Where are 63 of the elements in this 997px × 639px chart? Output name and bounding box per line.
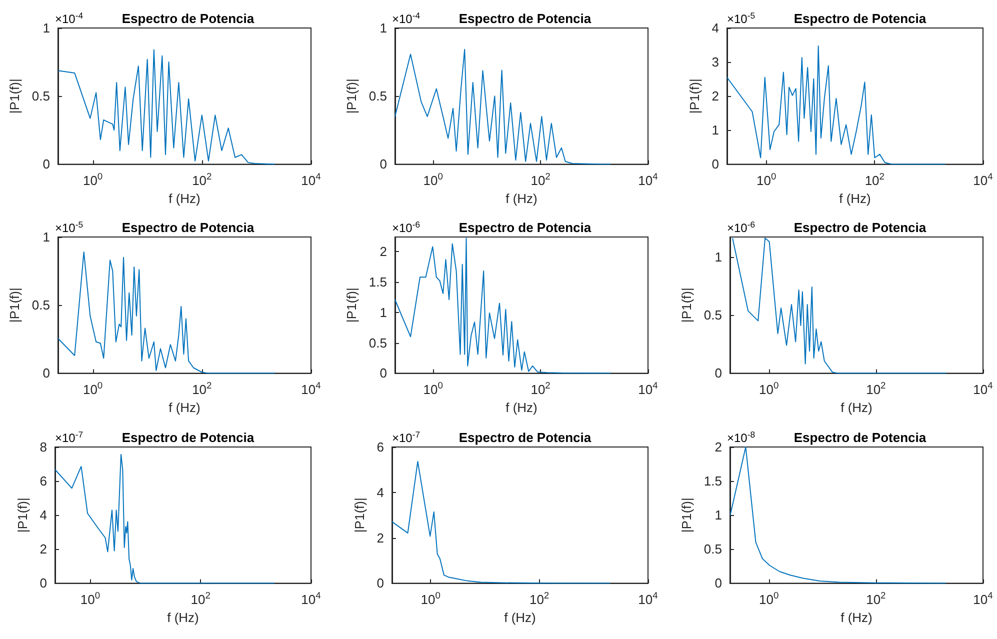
x-axis-title: f (Hz): [506, 191, 538, 206]
y-tick-label: 1: [380, 20, 387, 36]
y-tick-label: 1: [380, 304, 387, 320]
y-tick-label: 1: [712, 122, 719, 138]
y-tick-label: 4: [376, 484, 384, 500]
x-axis-title: f (Hz): [168, 400, 200, 415]
y-axis-title: |P1(f)|: [344, 78, 359, 114]
chart-title: Espectro de Potencia: [794, 220, 927, 235]
chart-title: Espectro de Potencia: [794, 11, 927, 26]
x-axis-title: f (Hz): [506, 400, 538, 415]
x-axis-title: f (Hz): [840, 610, 872, 625]
y-tick-label: 0.5: [704, 307, 722, 322]
y-tick-label: 0: [40, 576, 47, 591]
y-tick-label: 0.5: [368, 335, 387, 350]
x-axis-title: f (Hz): [504, 610, 536, 625]
chart-title: Espectro de Potencia: [458, 220, 592, 235]
y-tick-label: 1: [714, 508, 722, 523]
y-tick-label: 4: [712, 20, 719, 36]
y-tick-label: 0: [42, 156, 50, 172]
chart-title: Espectro de Potencia: [122, 220, 255, 235]
y-tick-label: 2: [712, 88, 719, 104]
y-tick-label: 6: [376, 440, 384, 454]
chart-title: Espectro de Potencia: [122, 430, 255, 445]
y-axis-title: |P1(f)|: [352, 498, 367, 533]
y-axis-title: |P1(f)|: [686, 78, 702, 114]
y-tick-label: 1.5: [704, 474, 722, 489]
y-tick-label: 0: [712, 156, 719, 172]
x-axis-title: f (Hz): [167, 610, 199, 625]
y-tick-label: 0: [380, 156, 387, 172]
y-tick-label: 1: [42, 20, 50, 36]
x-axis-title: f (Hz): [839, 191, 871, 206]
y-tick-label: 0.5: [32, 298, 50, 313]
y-tick-label: 0.5: [704, 542, 722, 557]
y-axis-title: |P1(f)|: [7, 78, 22, 114]
y-axis-title: |P1(f)|: [679, 288, 694, 323]
y-tick-label: 2: [40, 542, 47, 557]
y-tick-label: 8: [40, 440, 47, 454]
y-tick-label: 0: [714, 576, 722, 591]
y-tick-label: 1: [714, 249, 722, 264]
y-axis-title: |P1(f)|: [14, 498, 30, 533]
y-tick-label: 3: [712, 54, 719, 70]
y-tick-label: 2: [380, 244, 387, 260]
y-axis-title: |P1(f)|: [344, 288, 359, 323]
x-axis-title: f (Hz): [168, 191, 200, 206]
y-tick-label: 2: [376, 530, 384, 546]
y-tick-label: 2: [714, 440, 722, 454]
y-tick-label: 0: [376, 576, 384, 591]
chart-title: Espectro de Potencia: [458, 11, 592, 26]
y-tick-label: 4: [40, 508, 47, 523]
chart-title: Espectro de Potencia: [458, 430, 592, 445]
y-axis-title: |P1(f)|: [679, 498, 694, 533]
y-tick-label: 0.5: [368, 88, 387, 104]
chart-title: Espectro de Potencia: [122, 11, 255, 26]
x-axis-title: f (Hz): [840, 400, 872, 415]
y-axis-title: |P1(f)|: [7, 288, 22, 323]
y-tick-label: 1.5: [368, 274, 387, 290]
y-tick-label: 6: [40, 474, 47, 489]
y-tick-label: 0: [714, 366, 722, 381]
y-tick-label: 0: [380, 366, 387, 381]
y-tick-label: 0.5: [32, 88, 50, 104]
y-tick-label: 0: [42, 366, 50, 381]
chart-title: Espectro de Potencia: [794, 430, 927, 445]
y-tick-label: 1: [42, 230, 50, 244]
